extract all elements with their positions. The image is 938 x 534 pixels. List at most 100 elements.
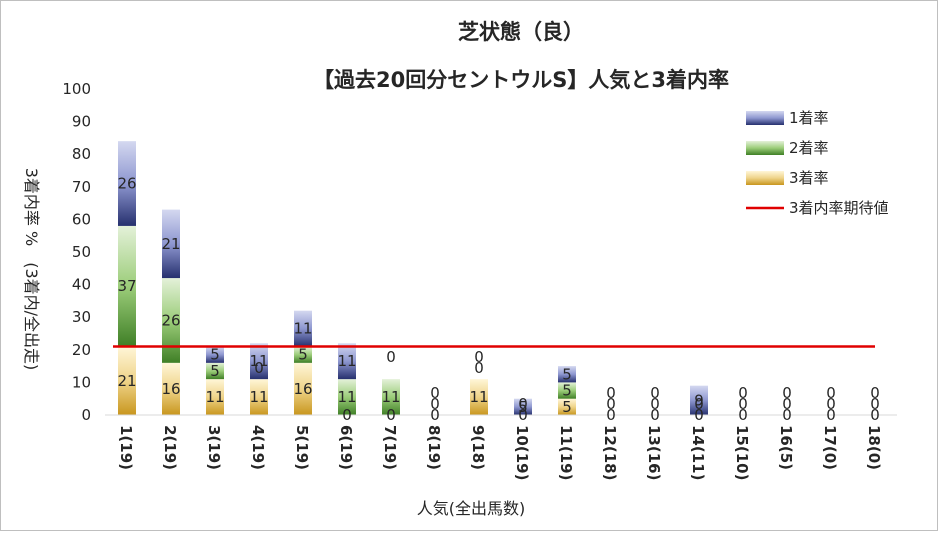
bar-segment — [690, 385, 708, 415]
data-label: 0 — [606, 406, 616, 424]
data-label: 5 — [562, 382, 572, 400]
data-label: 0 — [738, 395, 748, 413]
data-label: 0 — [694, 395, 704, 413]
data-label: 0 — [606, 395, 616, 413]
bar-segment — [162, 362, 180, 415]
bar-segment — [338, 379, 356, 415]
data-label: 26 — [117, 175, 136, 193]
bar-segment — [250, 379, 268, 415]
category-label: 10(19) — [513, 425, 531, 480]
category-label: 2(19) — [161, 425, 179, 470]
data-label: 0 — [870, 384, 880, 402]
data-label: 0 — [738, 406, 748, 424]
category-label: 17(0) — [821, 425, 839, 470]
chart-subtitle: 【過去20回分セントウルS】人気と3着内率 — [313, 68, 729, 92]
bar-segment — [250, 343, 268, 380]
data-label: 0 — [386, 348, 396, 366]
data-label: 11 — [469, 388, 488, 406]
legend-swatch — [746, 171, 784, 185]
data-label: 0 — [650, 406, 660, 424]
y-tick-label: 70 — [72, 178, 91, 196]
legend-label: 3着率 — [789, 169, 829, 187]
y-axis-ticks: 0 10 20 30 40 50 60 70 80 90 100 — [62, 80, 91, 424]
bar-segment — [294, 310, 312, 347]
bar-segment — [206, 346, 224, 363]
data-label: 0 — [826, 384, 836, 402]
data-label: 0 — [606, 384, 616, 402]
data-label: 37 — [117, 277, 136, 295]
data-label: 16 — [161, 380, 180, 398]
category-label: 11(19) — [557, 425, 575, 480]
bar-segment — [514, 398, 532, 415]
category-label: 15(10) — [733, 425, 751, 480]
data-label: 0 — [650, 395, 660, 413]
bar-segment — [294, 346, 312, 363]
bar-segment — [382, 379, 400, 415]
y-axis-title: 3着内率 % (3着内/全出走) — [22, 168, 41, 371]
category-label: 5(19) — [293, 425, 311, 470]
data-label: 0 — [782, 384, 792, 402]
category-label: 1(19) — [117, 425, 135, 470]
legend-label: 1着率 — [789, 109, 829, 127]
data-label: 0 — [430, 395, 440, 413]
x-axis-categories: 1(19) 2(19) 3(19) 4(19) 5(19) 6(19) 7(19) 8(19)… — [117, 425, 883, 480]
category-label: 6(19) — [337, 425, 355, 470]
bar-segment — [206, 362, 224, 380]
bar-segment — [558, 398, 576, 415]
bar-segment — [162, 278, 180, 363]
bar-segment — [162, 209, 180, 279]
data-label: 11 — [293, 320, 312, 338]
category-label: 14(11) — [689, 425, 707, 480]
data-label: 0 — [474, 359, 484, 377]
bars — [118, 141, 708, 415]
legend: 1着率 2着率 3着率 3着内率期待値 — [746, 109, 889, 217]
data-label: 0 — [430, 384, 440, 402]
data-label: 0 — [386, 406, 396, 424]
category-label: 13(16) — [645, 425, 663, 480]
category-label: 12(18) — [601, 425, 619, 480]
legend-label: 3着内率期待値 — [789, 199, 889, 217]
data-label: 0 — [826, 406, 836, 424]
category-label: 18(0) — [865, 425, 883, 470]
y-tick-label: 60 — [72, 210, 91, 228]
category-label: 9(18) — [469, 425, 487, 470]
data-label: 11 — [249, 352, 268, 370]
data-label: 0 — [518, 395, 528, 413]
category-label: 8(19) — [425, 425, 443, 470]
bar-segment — [338, 343, 356, 380]
data-label: 0 — [738, 384, 748, 402]
data-label: 0 — [782, 406, 792, 424]
data-label: 0 — [694, 406, 704, 424]
y-tick-label: 90 — [72, 113, 91, 131]
data-label: 0 — [650, 384, 660, 402]
bar-segment — [470, 379, 488, 415]
y-tick-label: 100 — [62, 80, 91, 98]
data-label: 0 — [870, 406, 880, 424]
data-label: 11 — [337, 388, 356, 406]
data-label: 0 — [782, 395, 792, 413]
legend-label: 2着率 — [789, 139, 829, 157]
x-axis-title: 人気(全出馬数) — [417, 499, 526, 518]
category-label: 16(5) — [777, 425, 795, 470]
data-label: 21 — [117, 372, 136, 390]
bar-segment — [118, 346, 136, 415]
data-label: 0 — [474, 348, 484, 366]
y-tick-label: 0 — [81, 406, 91, 424]
bar-segment — [558, 382, 576, 399]
bar-segment — [118, 141, 136, 226]
data-label: 16 — [293, 380, 312, 398]
y-tick-label: 20 — [72, 341, 91, 359]
data-label: 5 — [562, 398, 572, 416]
y-tick-label: 80 — [72, 145, 91, 163]
category-label: 4(19) — [249, 425, 267, 470]
y-tick-label: 40 — [72, 276, 91, 294]
data-label: 0 — [826, 395, 836, 413]
data-label: 0 — [342, 406, 352, 424]
bar-segment — [294, 362, 312, 415]
legend-swatch — [746, 111, 784, 125]
data-label: 9 — [694, 391, 704, 409]
data-label: 21 — [161, 235, 180, 253]
data-label: 5 — [518, 398, 528, 416]
